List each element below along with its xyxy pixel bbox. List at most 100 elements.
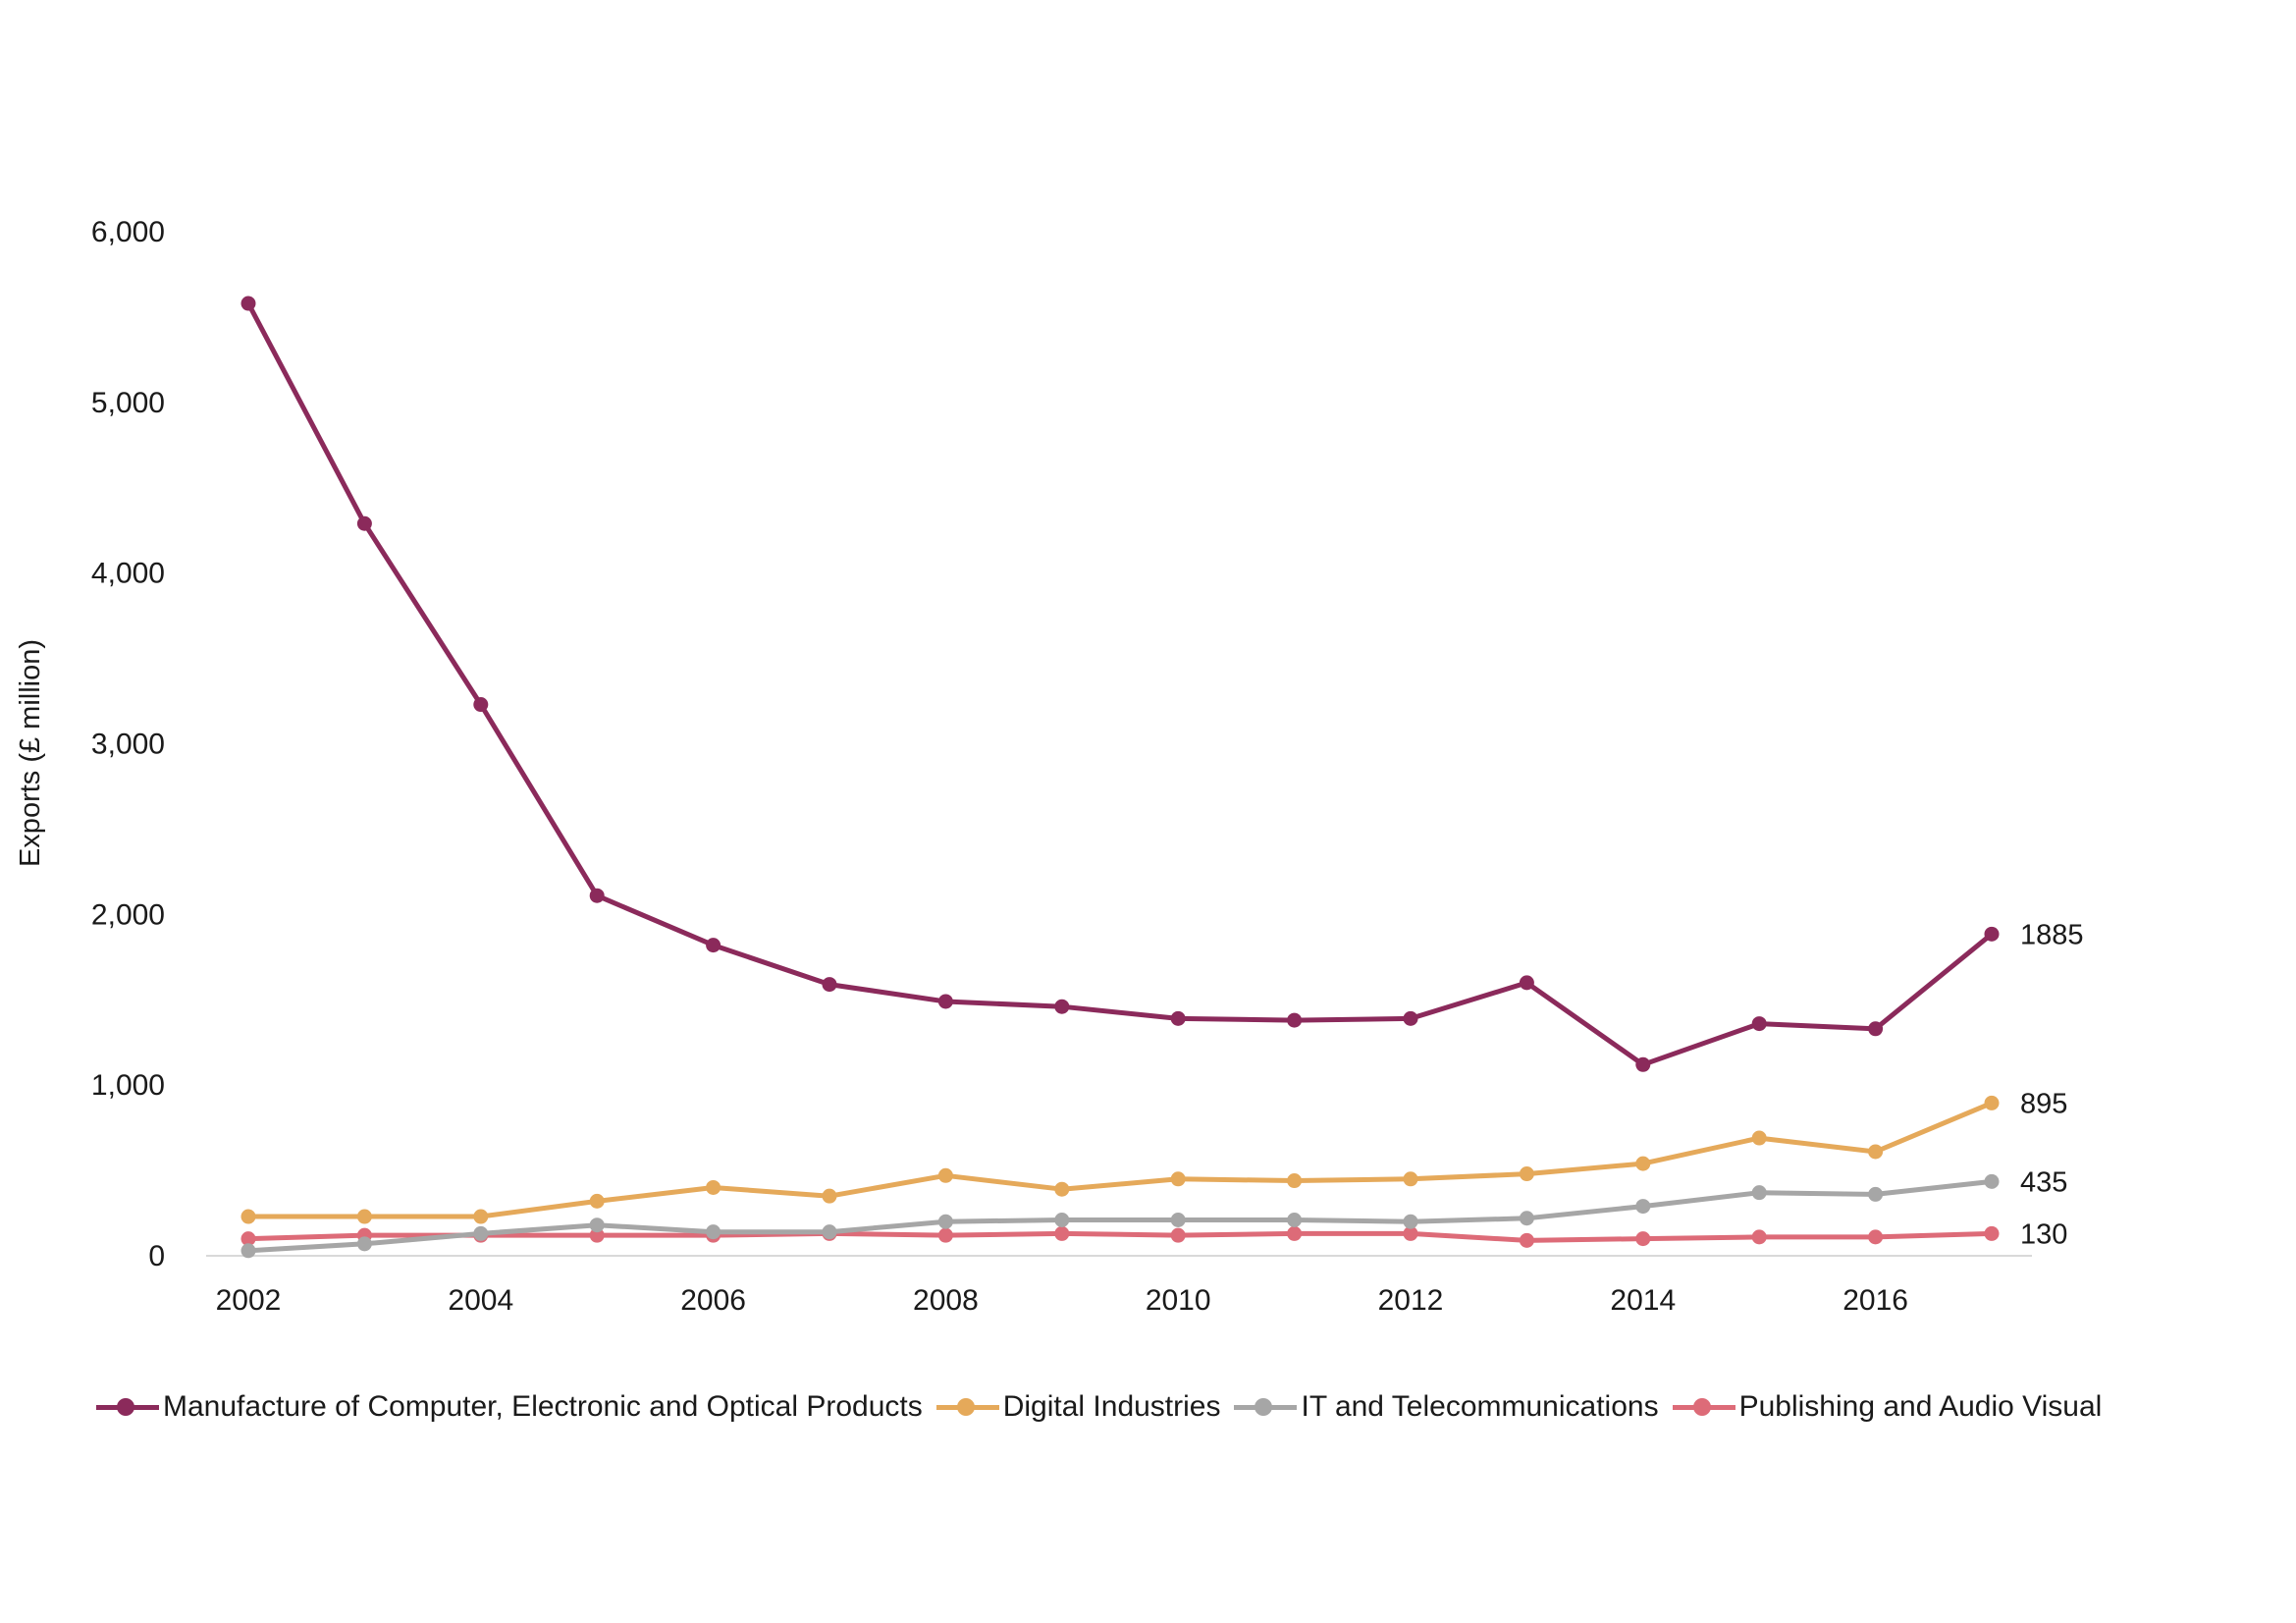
- end-data-label: 895: [2020, 1088, 2067, 1119]
- data-point: [937, 994, 953, 1009]
- data-point: [1287, 1225, 1303, 1241]
- data-point: [240, 1243, 256, 1259]
- data-point: [1519, 975, 1534, 991]
- legend-label: IT and Telecommunications: [1301, 1390, 1659, 1423]
- data-point: [1868, 1144, 1884, 1160]
- data-point: [822, 1224, 837, 1240]
- data-point: [1287, 1173, 1303, 1189]
- legend-item: Digital Industries: [935, 1387, 1221, 1427]
- data-point: [1403, 1225, 1418, 1241]
- data-point: [589, 1193, 605, 1209]
- data-point: [1170, 1227, 1186, 1243]
- legend-label: Digital Industries: [1002, 1390, 1221, 1423]
- y-tick-label: 6,000: [91, 216, 165, 248]
- series-layer: [240, 296, 2000, 1259]
- data-point: [1635, 1199, 1651, 1215]
- data-point: [1170, 1010, 1186, 1026]
- x-tick-label: 2008: [913, 1284, 979, 1317]
- data-point: [1868, 1021, 1884, 1037]
- data-point: [822, 1188, 837, 1204]
- data-point: [589, 888, 605, 903]
- data-point: [1287, 1012, 1303, 1028]
- data-point: [356, 515, 372, 531]
- end-data-label: 130: [2020, 1218, 2067, 1250]
- y-axis-label: Exports (£ million): [15, 639, 46, 867]
- data-point: [356, 1209, 372, 1224]
- legend-item: Manufacture of Computer, Electronic and …: [96, 1387, 923, 1427]
- data-point: [706, 938, 721, 953]
- data-point: [1519, 1166, 1534, 1182]
- data-point: [1054, 1212, 1070, 1227]
- data-point: [473, 697, 489, 713]
- series-line: [245, 1178, 1995, 1254]
- y-tick-label: 4,000: [91, 558, 165, 590]
- x-tick-label: 2006: [680, 1284, 746, 1317]
- data-point: [1984, 1095, 2000, 1110]
- legend-item: Publishing and Audio Visual: [1672, 1387, 2103, 1427]
- data-point: [1170, 1212, 1186, 1227]
- x-axis-ticks: 2002 2004 2006 2008 2010 2012 2014 2016: [216, 1284, 1908, 1317]
- data-point: [1635, 1231, 1651, 1247]
- legend-swatch: [96, 1387, 159, 1427]
- x-tick-label: 2016: [1842, 1284, 1908, 1317]
- end-data-label: 1885: [2020, 919, 2084, 950]
- data-point: [937, 1167, 953, 1183]
- legend-swatch: [1672, 1387, 1735, 1427]
- data-point: [1984, 1225, 2000, 1241]
- y-tick-label: 0: [148, 1240, 165, 1272]
- data-point: [706, 1224, 721, 1240]
- data-point: [1984, 926, 2000, 942]
- data-point: [356, 1236, 372, 1252]
- data-point: [240, 1209, 256, 1224]
- series-line: [245, 1230, 1995, 1243]
- data-point: [1519, 1232, 1534, 1248]
- x-tick-label: 2010: [1146, 1284, 1211, 1317]
- data-point: [1054, 999, 1070, 1014]
- data-point: [589, 1217, 605, 1233]
- data-point: [1519, 1211, 1534, 1226]
- data-point: [1868, 1186, 1884, 1202]
- data-point: [1403, 1214, 1418, 1229]
- legend-swatch: [935, 1387, 999, 1427]
- series-line: [245, 1100, 1995, 1219]
- data-point: [1287, 1212, 1303, 1227]
- y-axis-ticks: 0 1,000 2,000 3,000 4,000 5,000 6,000: [91, 216, 165, 1272]
- x-tick-label: 2002: [216, 1284, 282, 1317]
- data-point: [1403, 1010, 1418, 1026]
- y-tick-label: 1,000: [91, 1069, 165, 1102]
- data-point: [1635, 1056, 1651, 1072]
- data-point: [822, 977, 837, 993]
- legend-swatch: [1234, 1387, 1298, 1427]
- data-point: [589, 1227, 605, 1243]
- data-point: [937, 1214, 953, 1229]
- legend-marker: [956, 1398, 975, 1416]
- legend-label: Manufacture of Computer, Electronic and …: [163, 1390, 923, 1423]
- data-point: [473, 1225, 489, 1241]
- data-point: [473, 1209, 489, 1224]
- end-data-label: 435: [2020, 1166, 2067, 1198]
- legend: Manufacture of Computer, Electronic and …: [96, 1387, 2115, 1427]
- legend-marker: [117, 1398, 134, 1416]
- legend-marker: [1255, 1398, 1273, 1416]
- series-line: [245, 300, 1995, 1067]
- legend-label: Publishing and Audio Visual: [1738, 1390, 2103, 1423]
- y-tick-label: 2,000: [91, 898, 165, 931]
- data-point: [1751, 1130, 1767, 1146]
- data-point: [706, 1179, 721, 1195]
- data-point: [1751, 1016, 1767, 1032]
- y-tick-label: 5,000: [91, 387, 165, 419]
- data-point: [1751, 1185, 1767, 1201]
- data-point: [1054, 1225, 1070, 1241]
- end-labels: 130 435 895 1885: [2020, 919, 2084, 1250]
- data-point: [1868, 1229, 1884, 1245]
- legend-item: IT and Telecommunications: [1234, 1387, 1659, 1427]
- x-tick-label: 2014: [1610, 1284, 1676, 1317]
- data-point: [1054, 1181, 1070, 1197]
- series-2: [240, 1173, 2000, 1259]
- series-0: [240, 296, 2000, 1072]
- data-point: [240, 296, 256, 311]
- data-point: [1170, 1171, 1186, 1187]
- data-point: [1984, 1173, 2000, 1189]
- data-point: [1403, 1171, 1418, 1187]
